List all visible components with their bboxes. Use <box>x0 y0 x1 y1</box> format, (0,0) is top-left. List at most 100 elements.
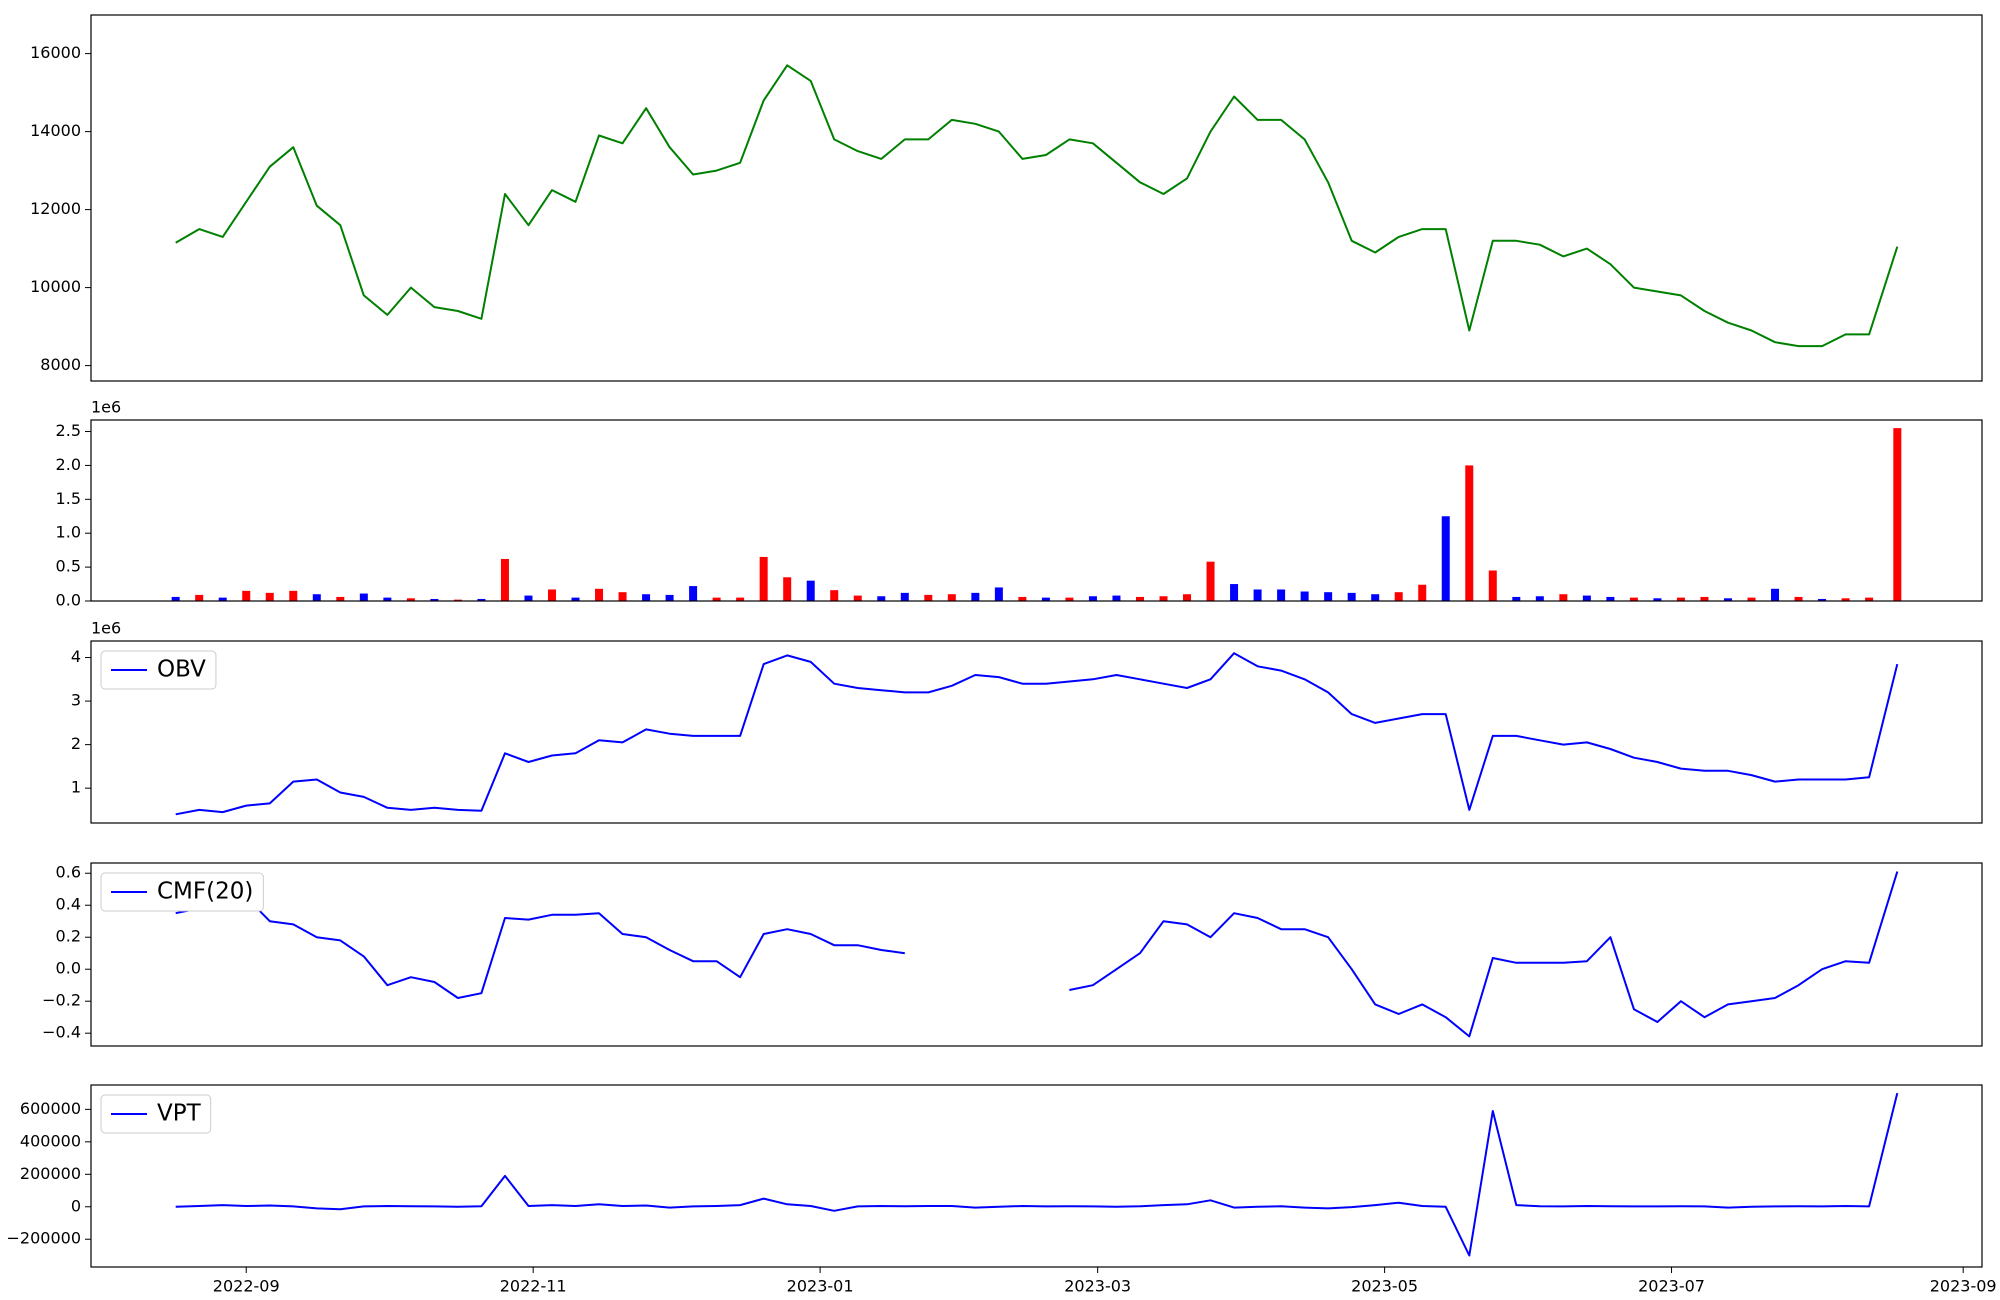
bar <box>759 556 768 601</box>
bar <box>1841 598 1850 601</box>
bar <box>289 590 298 601</box>
y-tick-label: 14000 <box>30 121 81 140</box>
bar <box>1135 596 1144 601</box>
bar <box>1653 598 1662 601</box>
bar <box>1771 588 1780 601</box>
bar <box>1088 596 1097 601</box>
bar <box>736 597 745 601</box>
bar <box>689 586 698 601</box>
bar <box>571 597 580 601</box>
bar <box>312 594 321 601</box>
bar <box>665 594 674 601</box>
offset-text: 1e6 <box>91 398 121 417</box>
line <box>175 652 1899 816</box>
x-tick-label: 2023-03 <box>1064 1277 1131 1296</box>
legend-label: CMF(20) <box>157 879 253 905</box>
legend-box <box>100 650 217 690</box>
bar <box>1747 597 1756 601</box>
bar <box>1629 597 1638 601</box>
legend-label: VPT <box>157 1101 202 1127</box>
y-tick-label: 0.0 <box>56 591 81 610</box>
plot-frame <box>90 1084 1983 1268</box>
plot-frame <box>90 862 1983 1047</box>
bar <box>806 580 815 601</box>
y-tick-label: 0.4 <box>56 895 81 914</box>
bar <box>783 577 792 601</box>
y-tick-label: 600000 <box>20 1099 81 1118</box>
bar <box>242 590 251 601</box>
y-tick-label: 3 <box>71 691 81 710</box>
y-tick-label: 4 <box>71 647 81 666</box>
bar <box>524 595 533 601</box>
bar <box>265 592 274 601</box>
x-tick-label: 2022-09 <box>213 1277 280 1296</box>
bar <box>1418 584 1427 601</box>
bar <box>1018 596 1027 601</box>
bar <box>618 592 627 601</box>
bar <box>500 558 509 601</box>
y-tick-label: 0.0 <box>56 959 81 978</box>
plot-background <box>91 15 1982 381</box>
bar <box>195 594 204 601</box>
x-tick-label: 2023-05 <box>1351 1277 1418 1296</box>
y-tick-label: 8000 <box>40 355 81 374</box>
line <box>175 871 1899 1038</box>
bar <box>1465 465 1474 601</box>
x-tick-label: 2022-11 <box>500 1277 567 1296</box>
bar <box>1253 589 1262 601</box>
bar <box>971 592 980 601</box>
bar <box>359 593 368 601</box>
y-tick-label: 0.2 <box>56 927 81 946</box>
bar <box>383 597 392 601</box>
bar <box>1559 594 1568 601</box>
bar <box>900 592 909 601</box>
bar <box>830 590 839 601</box>
y-tick-label: 1 <box>71 778 81 797</box>
y-tick-label: 1.0 <box>56 523 81 542</box>
y-tick-label: 10000 <box>30 277 81 296</box>
bar <box>1065 597 1074 601</box>
x-tick-label: 2023-09 <box>1930 1277 1997 1296</box>
bar <box>477 598 486 601</box>
bar <box>1818 598 1827 601</box>
legend-label: OBV <box>157 657 206 683</box>
y-tick-label: 16000 <box>30 43 81 62</box>
bar <box>1700 596 1709 601</box>
bar <box>1159 596 1168 601</box>
x-tick-label: 2023-07 <box>1638 1277 1705 1296</box>
bar <box>1865 597 1874 601</box>
line <box>175 64 1899 348</box>
bar <box>1371 594 1380 601</box>
y-tick-label: −0.2 <box>42 991 81 1010</box>
bar <box>1535 596 1544 601</box>
plot-frame <box>90 640 1983 824</box>
bar <box>1324 592 1333 601</box>
y-tick-label: −200000 <box>7 1229 81 1248</box>
bar <box>1277 589 1286 601</box>
bar <box>336 596 345 601</box>
bar <box>406 598 415 601</box>
y-tick-label: 1.5 <box>56 489 81 508</box>
bar <box>1488 570 1497 601</box>
bar <box>1300 591 1309 601</box>
legend-box <box>100 872 264 912</box>
bar <box>1112 595 1121 601</box>
bar <box>595 588 604 601</box>
bar <box>1394 592 1403 601</box>
bar <box>947 594 956 601</box>
y-tick-label: 2.0 <box>56 455 81 474</box>
bar <box>994 587 1003 601</box>
bar <box>1347 592 1356 601</box>
bar <box>877 596 886 601</box>
bar <box>1230 584 1239 601</box>
x-tick-label: 2023-01 <box>787 1277 854 1296</box>
y-tick-label: 2 <box>71 734 81 753</box>
bar <box>218 597 227 601</box>
bar <box>642 594 651 601</box>
bar <box>1041 597 1050 601</box>
plot-frame <box>90 14 1983 382</box>
y-tick-label: 0.6 <box>56 863 81 882</box>
line <box>175 1092 1899 1257</box>
y-tick-label: −0.4 <box>42 1023 81 1042</box>
